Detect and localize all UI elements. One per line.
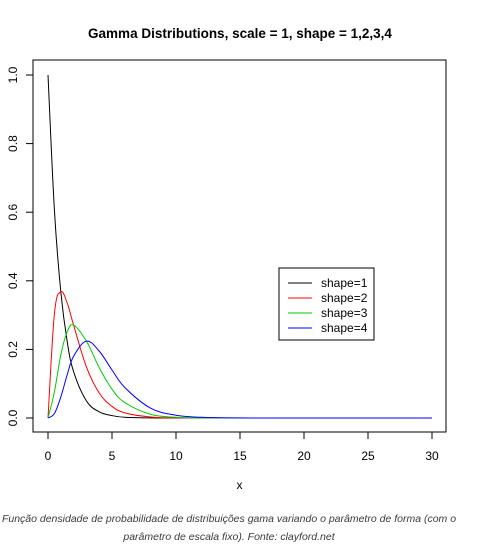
y-tick-label: 1.0 [6,66,20,83]
x-tick-label: 10 [169,449,183,463]
legend-label: shape=2 [321,291,368,305]
y-axis: 0.0 0.2 0.4 0.6 0.8 1.0 [6,66,34,426]
x-axis: 0 5 10 15 20 25 30 [45,431,439,463]
x-tick-label: 5 [109,449,116,463]
legend-label: shape=1 [321,276,368,290]
caption-line-1: Função densidade de probabilidade de dis… [1,513,457,525]
series-line-shape-4 [47,340,433,419]
figure-caption: Função densidade de probabilidade de dis… [0,510,478,546]
caption-line-2: parâmetro de escala fixo). Fonte: clayfo… [123,531,335,543]
legend-label: shape=3 [321,306,368,320]
legend-label: shape=4 [321,321,368,335]
series-layer [47,74,433,419]
y-tick-label: 0.6 [6,204,20,221]
chart-title: Gamma Distributions, scale = 1, shape = … [88,26,392,41]
x-tick-label: 25 [361,449,375,463]
y-tick-label: 0.8 [6,135,20,152]
x-axis-label: x [237,478,243,492]
y-tick-label: 0.4 [6,272,20,289]
x-tick-label: 15 [233,449,247,463]
plot-frame [32,59,447,433]
x-tick-label: 30 [425,449,439,463]
y-tick-label: 0.0 [6,409,20,426]
x-tick-label: 20 [297,449,311,463]
x-tick-label: 0 [45,449,52,463]
series-line-shape-1 [47,74,432,419]
y-tick-label: 0.2 [6,341,20,358]
gamma-chart: Gamma Distributions, scale = 1, shape = … [6,26,447,492]
